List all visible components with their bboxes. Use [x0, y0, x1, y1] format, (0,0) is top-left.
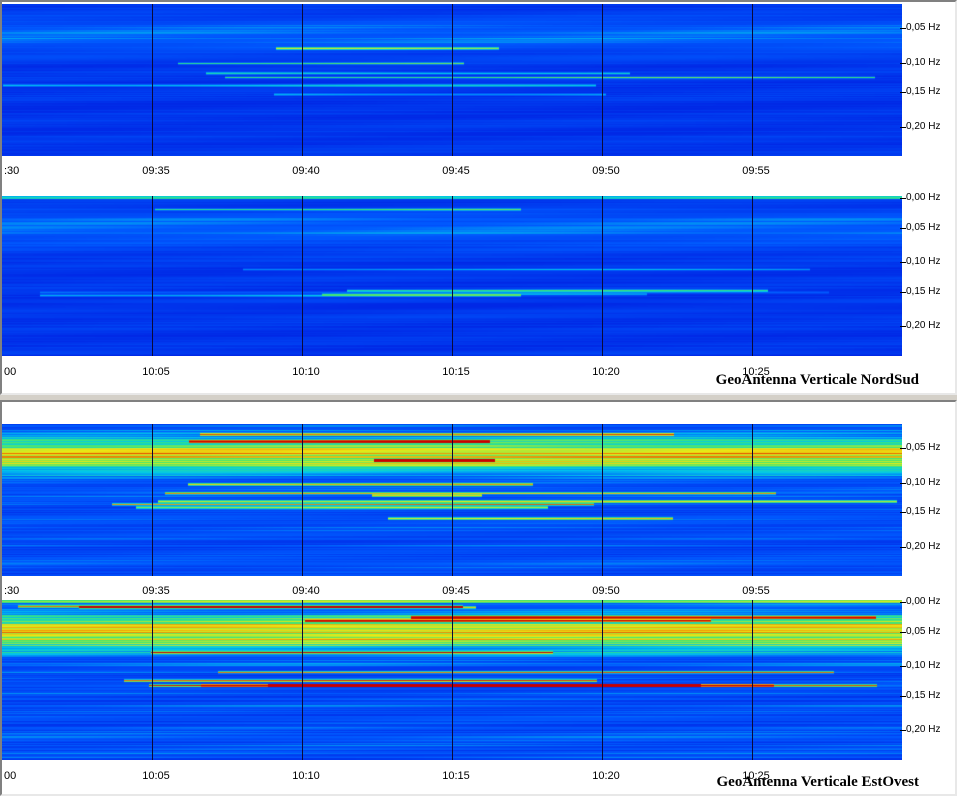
- spectrogram-strip: [2, 424, 902, 576]
- frequency-label: 0,10 Hz: [906, 660, 941, 671]
- time-label: 10:05: [142, 770, 170, 782]
- frequency-tick: [900, 483, 906, 484]
- time-grid-line: [452, 424, 453, 576]
- frequency-label: 0,10 Hz: [906, 477, 941, 488]
- time-grid-line: [602, 4, 603, 156]
- time-grid-line: [302, 424, 303, 576]
- time-label: 10:25: [742, 366, 770, 378]
- frequency-label: 0,10 Hz: [906, 256, 941, 267]
- time-label: 09:35: [142, 165, 170, 177]
- time-label: 09:45: [442, 585, 470, 597]
- time-grid-line: [602, 424, 603, 576]
- time-grid-line: [152, 424, 153, 576]
- time-grid-line: [752, 424, 753, 576]
- time-label: 09:40: [292, 165, 320, 177]
- frequency-tick: [900, 547, 906, 548]
- time-label: 09:50: [592, 585, 620, 597]
- time-label: 10:10: [292, 770, 320, 782]
- time-grid-line: [302, 4, 303, 156]
- frequency-label: 0,15 Hz: [906, 506, 941, 517]
- time-grid-line: [302, 196, 303, 356]
- frequency-tick: [900, 666, 906, 667]
- time-label: 10:20: [592, 770, 620, 782]
- frequency-label: 0,20 Hz: [906, 541, 941, 552]
- time-label: 09:40: [292, 585, 320, 597]
- frequency-tick: [900, 28, 906, 29]
- time-label: 09:55: [742, 585, 770, 597]
- frequency-tick: [900, 512, 906, 513]
- frequency-tick: [900, 696, 906, 697]
- time-grid-line: [452, 600, 453, 760]
- frequency-tick: [900, 292, 906, 293]
- time-label: 10:20: [592, 366, 620, 378]
- spectrogram-panel-nordsud: GeoAntenna Verticale NordSud 0,05 Hz 0,10…: [0, 0, 957, 395]
- time-grid-line: [602, 600, 603, 760]
- time-grid-line: [452, 196, 453, 356]
- panel-title: GeoAntenna Verticale EstOvest: [716, 774, 919, 790]
- frequency-label: 0,10 Hz: [906, 57, 941, 68]
- frequency-tick: [900, 326, 906, 327]
- frequency-tick: [900, 730, 906, 731]
- time-label: 09:35: [142, 585, 170, 597]
- time-grid-line: [752, 600, 753, 760]
- spectrogram-panel-estovest: GeoAntenna Verticale EstOvest 0,05 Hz 0,1…: [0, 400, 957, 796]
- frequency-tick: [900, 127, 906, 128]
- spectrogram-strip: [2, 4, 902, 156]
- spectrogram-strip: [2, 600, 902, 760]
- frequency-label: 0,15 Hz: [906, 690, 941, 701]
- time-grid-line: [752, 4, 753, 156]
- time-label: 09:45: [442, 165, 470, 177]
- time-label: :30: [4, 585, 20, 597]
- frequency-label: 0,05 Hz: [906, 626, 941, 637]
- time-label: :30: [4, 165, 20, 177]
- frequency-label: 0,20 Hz: [906, 121, 941, 132]
- frequency-tick: [900, 448, 906, 449]
- frequency-label: 0,20 Hz: [906, 724, 941, 735]
- frequency-label: 0,20 Hz: [906, 320, 941, 331]
- time-label: 09:50: [592, 165, 620, 177]
- time-label: 10:05: [142, 366, 170, 378]
- time-label: 00: [4, 770, 17, 782]
- time-grid-line: [152, 196, 153, 356]
- time-grid-line: [602, 196, 603, 356]
- time-grid-line: [752, 196, 753, 356]
- frequency-label: 0,05 Hz: [906, 442, 941, 453]
- time-grid-line: [152, 600, 153, 760]
- frequency-tick: [900, 602, 906, 603]
- time-label: 10:10: [292, 366, 320, 378]
- frequency-tick: [900, 63, 906, 64]
- time-label: 00: [4, 366, 17, 378]
- frequency-label: 0,15 Hz: [906, 286, 941, 297]
- frequency-label: 0,00 Hz: [906, 596, 941, 607]
- frequency-tick: [900, 262, 906, 263]
- spectrogram-strip: [2, 196, 902, 356]
- time-label: 09:55: [742, 165, 770, 177]
- frequency-tick: [900, 198, 906, 199]
- time-grid-line: [452, 4, 453, 156]
- time-grid-line: [302, 600, 303, 760]
- frequency-tick: [900, 92, 906, 93]
- time-label: 10:15: [442, 770, 470, 782]
- time-label: 10:15: [442, 366, 470, 378]
- time-grid-line: [152, 4, 153, 156]
- frequency-label: 0,05 Hz: [906, 22, 941, 33]
- frequency-tick: [900, 632, 906, 633]
- panel-title: GeoAntenna Verticale NordSud: [715, 372, 919, 388]
- frequency-label: 0,05 Hz: [906, 222, 941, 233]
- frequency-label: 0,00 Hz: [906, 192, 941, 203]
- frequency-tick: [900, 228, 906, 229]
- frequency-label: 0,15 Hz: [906, 86, 941, 97]
- time-label: 10:25: [742, 770, 770, 782]
